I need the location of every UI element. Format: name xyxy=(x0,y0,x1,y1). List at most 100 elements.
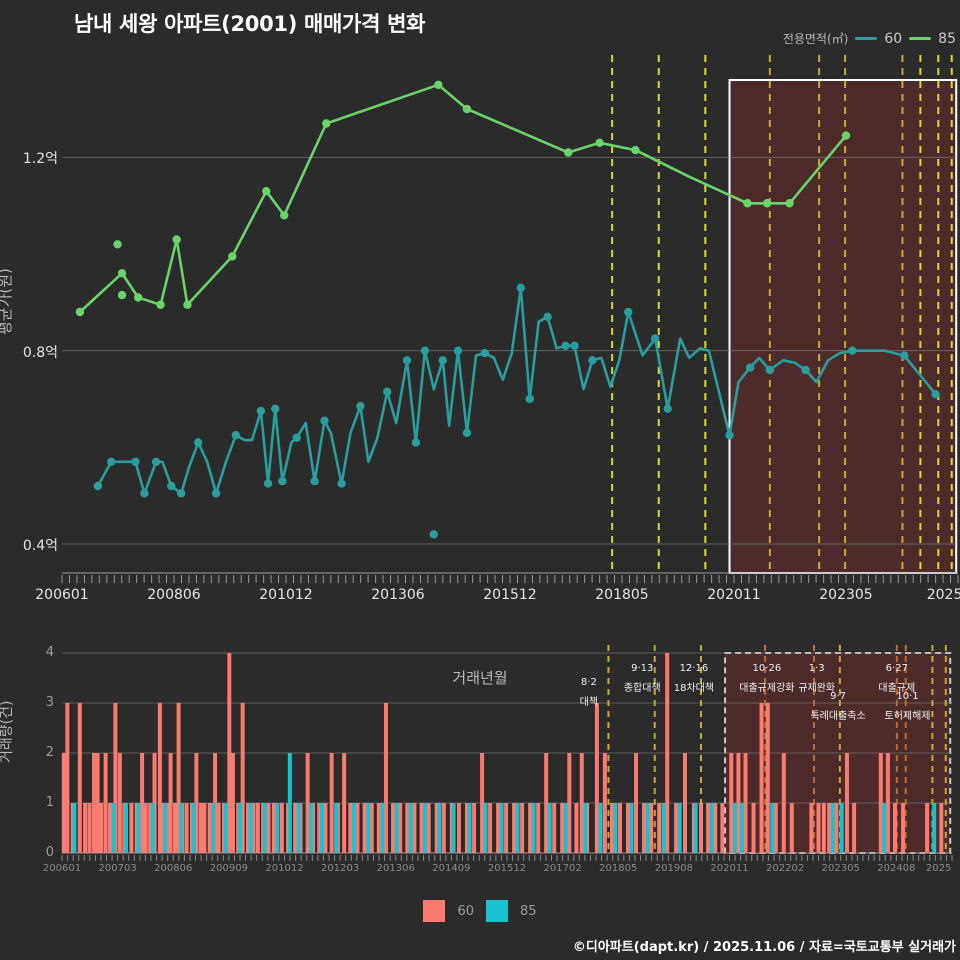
annotation-label: 종합대책 xyxy=(623,683,661,694)
bar-85 xyxy=(483,803,488,853)
bar-60 xyxy=(255,803,260,853)
data-point xyxy=(434,80,443,90)
bar-85 xyxy=(248,803,253,853)
bar-60 xyxy=(216,803,221,853)
data-point xyxy=(292,433,301,442)
bar-85 xyxy=(467,803,472,853)
data-point xyxy=(140,489,149,498)
data-point xyxy=(429,530,439,539)
bar-y-tick: 3 xyxy=(45,695,54,710)
annotation-date: 1·3 xyxy=(808,663,825,674)
bar-85 xyxy=(366,803,371,853)
data-point xyxy=(462,428,472,438)
bar-60 xyxy=(594,703,599,853)
bar-60 xyxy=(925,803,930,853)
bar-60 xyxy=(852,803,857,853)
bar-85 xyxy=(770,803,775,853)
bar-x-tick: 201512 xyxy=(487,863,527,874)
bar-x-tick: 200909 xyxy=(209,863,248,874)
bar-60 xyxy=(939,803,944,853)
bar-85 xyxy=(319,803,324,853)
bar-85 xyxy=(163,803,168,853)
bar-60 xyxy=(821,803,826,853)
data-point xyxy=(595,138,604,148)
bar-60 xyxy=(488,803,493,853)
bar-60 xyxy=(528,803,533,853)
data-point xyxy=(310,476,319,486)
footer-credit: ©디아파트(dapt.kr) / 2025.11.06 / 자료=국토교통부 실… xyxy=(572,940,956,955)
data-point xyxy=(117,290,127,300)
data-point xyxy=(151,457,161,467)
bar-60 xyxy=(512,803,517,853)
bar-60 xyxy=(362,803,367,853)
bar-60 xyxy=(207,803,212,853)
bar-x-tick: 202202 xyxy=(766,863,805,874)
data-point xyxy=(931,389,940,399)
bar-60 xyxy=(202,803,207,853)
bar-x-tick: 202408 xyxy=(877,863,916,874)
bar-x-tick: 2025 xyxy=(925,863,952,874)
bar-x-tick: 201702 xyxy=(543,863,582,874)
annotation-label: 대출규제 xyxy=(878,683,916,694)
data-point xyxy=(801,365,810,375)
data-point xyxy=(228,252,237,261)
bar-85 xyxy=(932,803,937,853)
annotation-date: 9·13 xyxy=(631,663,654,674)
annotation-label: 18차대책 xyxy=(673,683,715,694)
bar-60 xyxy=(77,703,82,853)
highlight-region xyxy=(728,79,958,574)
line-y-tick: 0.8억 xyxy=(22,344,58,361)
bar-60 xyxy=(736,753,741,853)
annotation-label: 대책 xyxy=(579,697,599,708)
bar-60 xyxy=(87,803,92,853)
bar-60 xyxy=(391,803,396,853)
bar-60 xyxy=(342,753,347,853)
bar-x-tick: 201012 xyxy=(265,863,304,874)
data-point xyxy=(211,489,221,498)
count-legend-value-85: 85 xyxy=(520,903,537,919)
bar-85 xyxy=(211,803,216,853)
data-point xyxy=(383,387,392,396)
bar-60 xyxy=(230,753,235,853)
bar-60 xyxy=(827,803,832,853)
page-title: 남내 세왕 아파트(2001) 매매가격 변화 xyxy=(74,12,426,36)
bar-85 xyxy=(334,803,339,853)
bar-60 xyxy=(552,803,557,853)
bar-60 xyxy=(472,803,477,853)
bar-85 xyxy=(839,803,844,853)
annotation-date: 12·16 xyxy=(679,663,709,674)
annotation-date: 8·2 xyxy=(580,677,597,688)
bar-60 xyxy=(536,803,541,853)
bar-60 xyxy=(293,803,298,853)
count-legend-value-60: 60 xyxy=(457,903,474,919)
bar-85 xyxy=(645,803,650,853)
bar-60 xyxy=(405,803,410,853)
bar-85 xyxy=(613,803,618,853)
data-point xyxy=(231,431,241,440)
bar-60 xyxy=(329,753,334,853)
bar-60 xyxy=(809,803,814,853)
bar-60 xyxy=(618,803,623,853)
data-point xyxy=(743,199,752,208)
line-y-tick: 1.2억 xyxy=(22,151,58,168)
line-series-85 xyxy=(78,83,848,314)
bar-60 xyxy=(355,803,360,853)
data-point xyxy=(765,365,775,375)
data-point xyxy=(900,351,909,360)
annotation-date: 10·1 xyxy=(896,691,919,702)
data-point xyxy=(762,199,772,208)
bar-60 xyxy=(706,803,711,853)
data-point xyxy=(480,348,490,358)
bar-85 xyxy=(262,803,267,853)
line-x-tick: 2025 xyxy=(926,587,960,603)
bar-85 xyxy=(394,803,399,853)
annotation-label: 규제완화 xyxy=(798,683,836,694)
data-point xyxy=(588,356,597,365)
bar-85 xyxy=(882,803,887,853)
bar-60 xyxy=(626,803,631,853)
bar-60 xyxy=(398,803,403,853)
data-point xyxy=(420,346,430,355)
bar-60 xyxy=(751,803,756,853)
bar-85 xyxy=(309,803,314,853)
bar-x-tick: 201805 xyxy=(599,863,638,874)
